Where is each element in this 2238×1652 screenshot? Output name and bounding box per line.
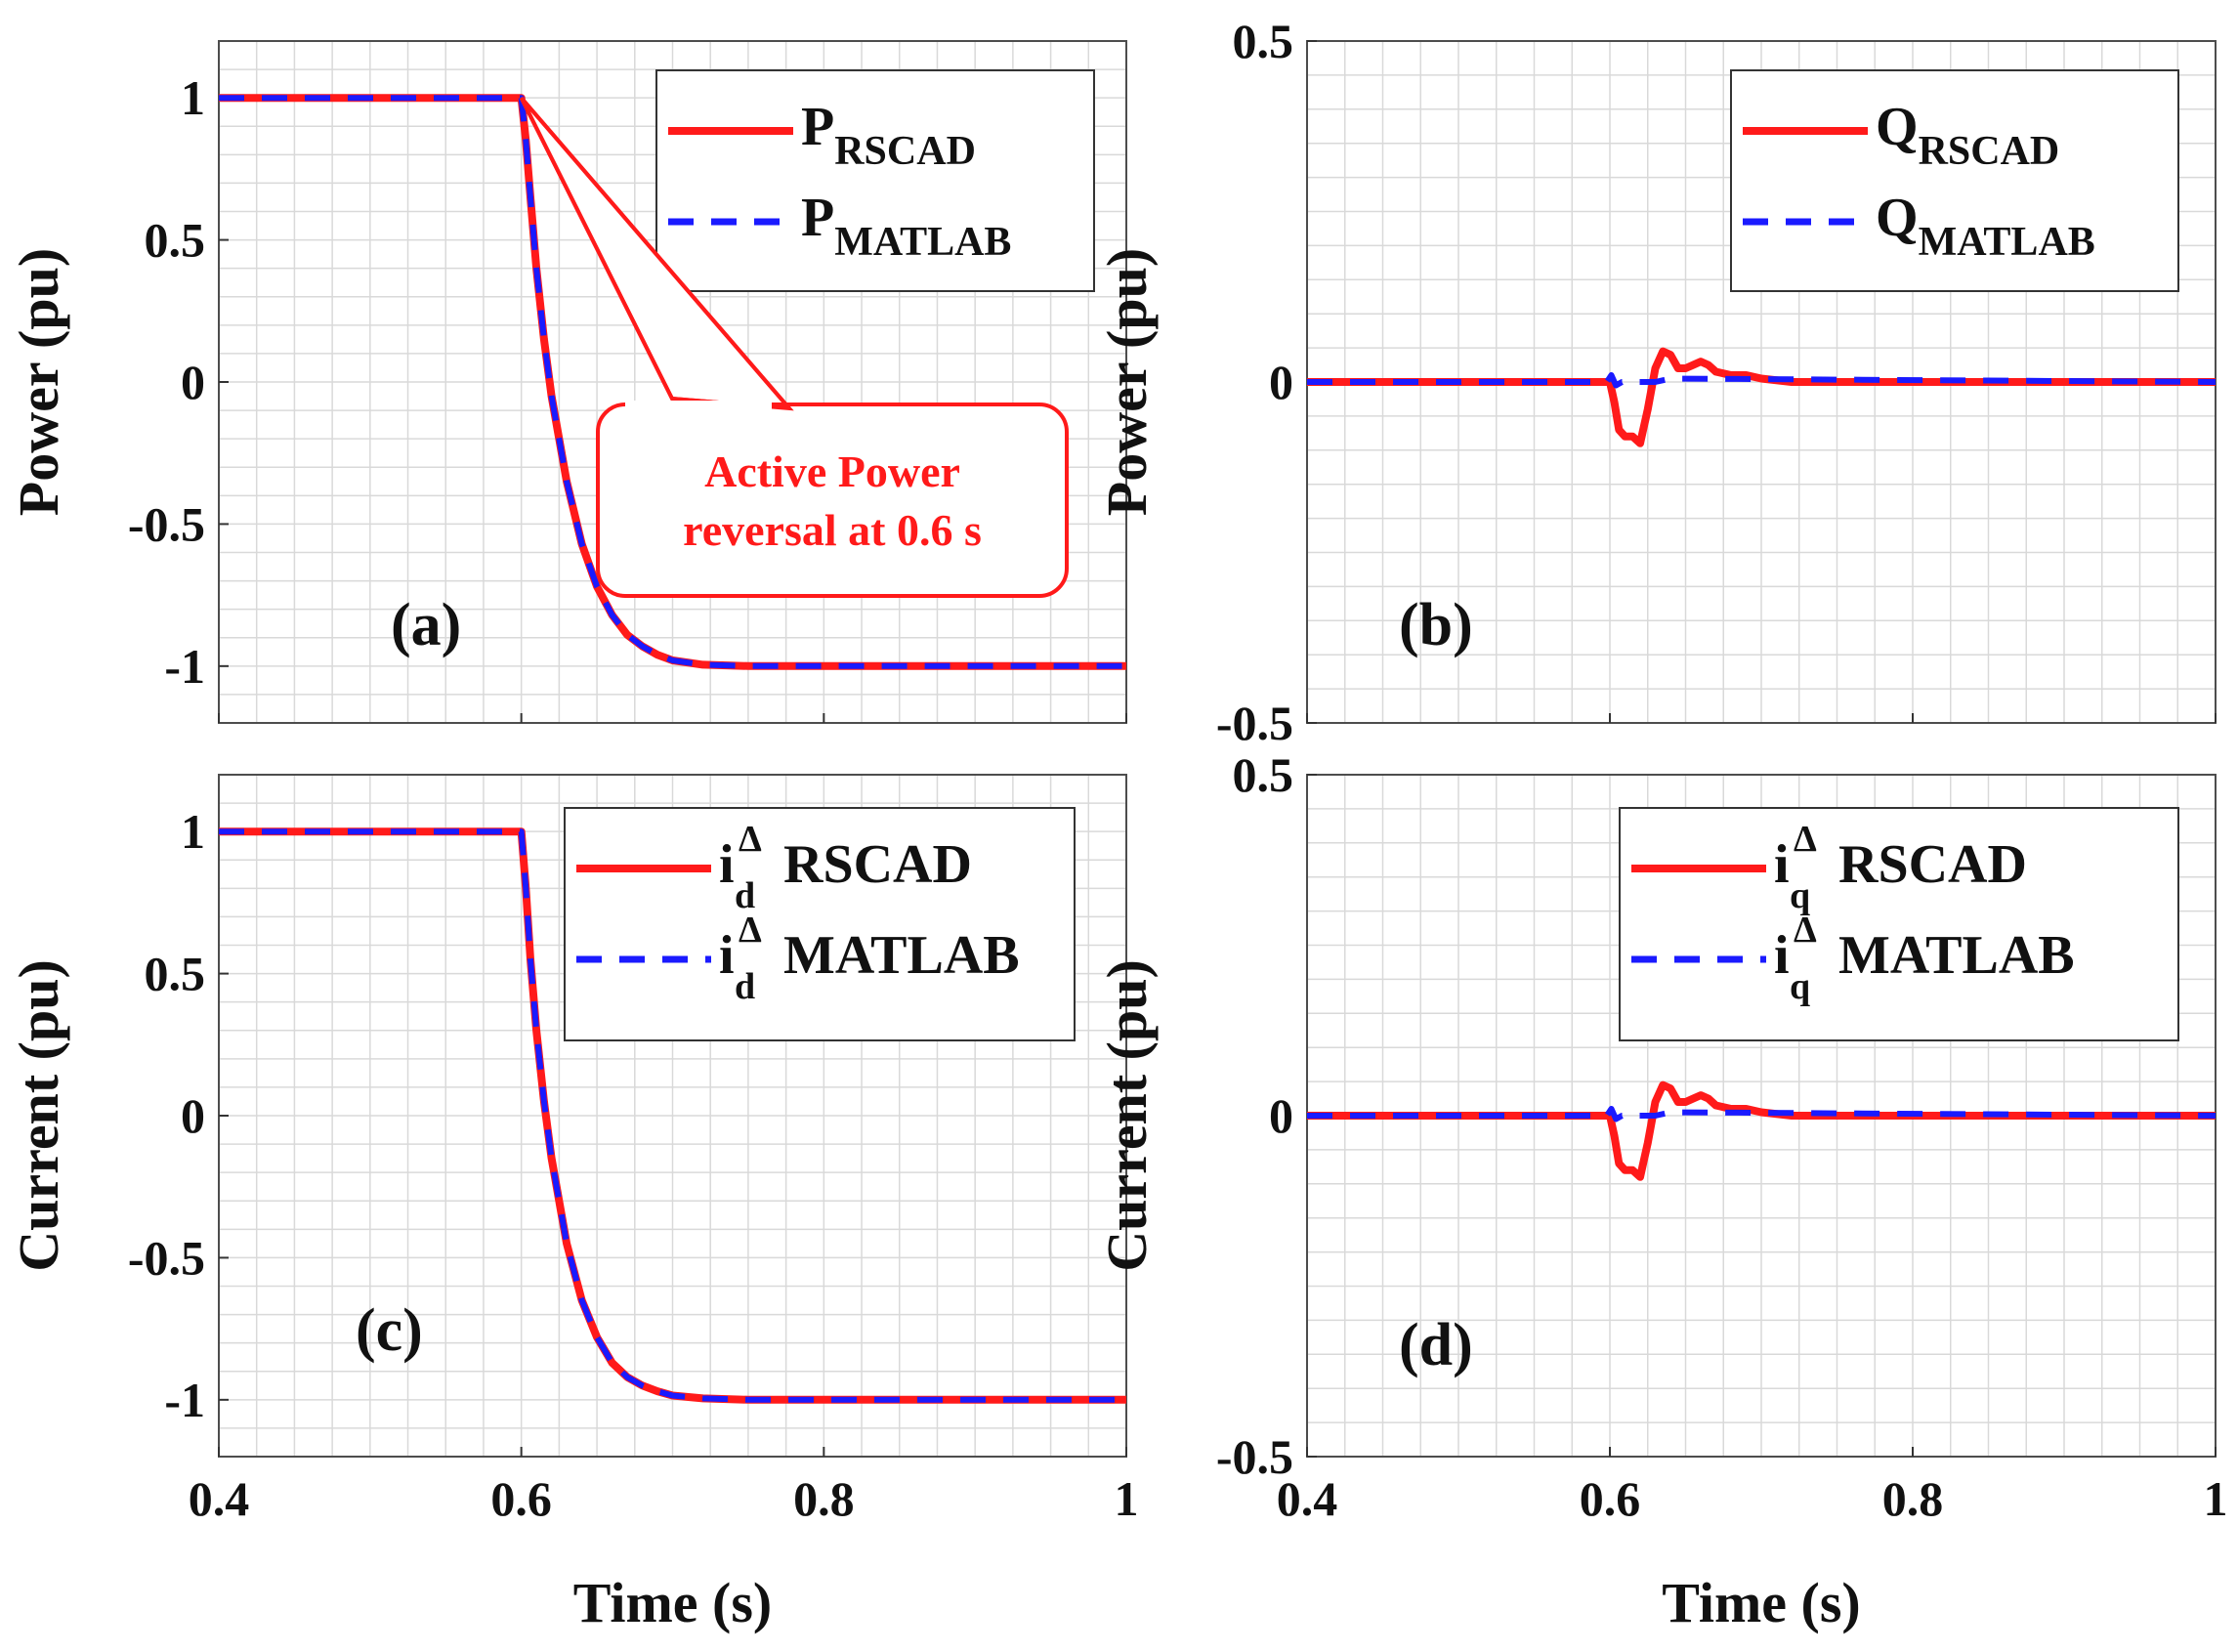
y-tick-label: -0.5	[128, 496, 205, 551]
legend-superscript: Δ	[739, 819, 762, 860]
series-matlab-line	[1307, 1106, 2217, 1123]
y-tick-label: -1	[164, 1373, 205, 1427]
legend-suffix: MATLAB	[1838, 925, 2075, 986]
panel-d: -0.5 0 0.5 0.4 0.6 0.8 1 Current (pu) Time (s) (d…	[1095, 747, 2228, 1634]
y-tick-label: 1	[181, 804, 205, 859]
x-tick-label: 0.6	[490, 1471, 552, 1526]
legend-entry: QRSCAD	[1876, 97, 2059, 174]
y-tick-label: 0	[1269, 1088, 1293, 1143]
series-matlab-line	[219, 828, 1126, 1403]
y-tick-label: -0.5	[1216, 696, 1293, 750]
legend-superscript: Δ	[1794, 910, 1817, 951]
legend-symbol: i	[719, 834, 735, 895]
y-tick-label: 0.5	[1233, 747, 1294, 802]
x-axis-label: Time (s)	[1662, 1571, 1861, 1634]
legend-symbol: Q	[1876, 97, 1919, 157]
y-tick-label: 0	[181, 355, 205, 409]
x-tick-label: 0.8	[793, 1471, 855, 1526]
legend-box	[655, 69, 1095, 292]
annotation-join	[625, 401, 772, 410]
legend-symbol: P	[801, 97, 834, 157]
legend-symbol: i	[719, 925, 735, 986]
y-tick-label: 0	[181, 1088, 205, 1143]
y-axis-label: Current (pu)	[1095, 959, 1159, 1272]
y-tick-label: -0.5	[128, 1230, 205, 1285]
legend-suffix: MATLAB	[783, 925, 1020, 986]
legend-box	[1619, 807, 2179, 1041]
x-tick-label: 0.8	[1882, 1471, 1944, 1526]
y-axis-label: Current (pu)	[7, 959, 70, 1272]
y-tick-label: 1	[181, 70, 205, 125]
legend-symbol: Q	[1876, 188, 1919, 248]
annotation-text-line1: Active Power	[704, 446, 960, 496]
legend-subscript: MATLAB	[1919, 220, 2095, 265]
annotation-callout: Active Power reversal at 0.6 s	[519, 96, 1069, 598]
series-rscad-line	[1307, 1080, 2216, 1181]
annotation-box	[596, 402, 1069, 598]
y-tick-label: -0.5	[1216, 1429, 1293, 1484]
legend-subscript: RSCAD	[834, 129, 976, 174]
legend-subscript: d	[735, 875, 755, 916]
legend-symbol: P	[801, 188, 834, 248]
legend-subscript: q	[1790, 966, 1810, 1007]
legend-superscript: Δ	[739, 910, 762, 951]
legend-suffix: RSCAD	[783, 834, 972, 895]
legend-box	[564, 807, 1076, 1041]
x-axis-label: Time (s)	[573, 1571, 773, 1634]
y-axis-label: Power (pu)	[7, 248, 70, 516]
legend-entry: PRSCAD	[801, 97, 976, 174]
legend-entry: PMATLAB	[801, 188, 1011, 265]
legend-subscript: MATLAB	[834, 220, 1011, 265]
y-tick-label: 0.5	[145, 947, 206, 1001]
x-tick-label: 1	[1115, 1471, 1139, 1526]
y-tick-label: 0	[1269, 355, 1293, 409]
x-tick-label: 0.4	[1277, 1471, 1338, 1526]
panel-label: (d)	[1399, 1312, 1473, 1378]
panel-label: (a)	[391, 592, 461, 658]
x-tick-label: 1	[2204, 1471, 2228, 1526]
annotation-text-line2: reversal at 0.6 s	[683, 505, 982, 555]
series-rscad-line	[1307, 347, 2216, 447]
series-matlab-line	[219, 95, 1126, 669]
legend-entry: QMATLAB	[1876, 188, 2095, 265]
legend-symbol: i	[1774, 834, 1790, 895]
y-tick-label: 0.5	[1233, 14, 1294, 68]
legend-subscript: q	[1790, 875, 1810, 916]
legend-box	[1730, 69, 2179, 292]
series-matlab-line	[1307, 372, 2217, 389]
panel-label: (c)	[356, 1297, 423, 1364]
y-tick-label: 0.5	[145, 213, 206, 268]
x-tick-label: 0.4	[189, 1471, 250, 1526]
y-axis-label: Power (pu)	[1095, 248, 1159, 516]
legend-superscript: Δ	[1794, 819, 1817, 860]
legend-suffix: RSCAD	[1838, 834, 2027, 895]
legend-subscript: RSCAD	[1919, 129, 2060, 174]
x-tick-label: 0.6	[1580, 1471, 1641, 1526]
panel-c: -1 -0.5 0 0.5 1 0.4 0.6 0.8 1 Current (pu) Time (s…	[7, 774, 1139, 1634]
legend-subscript: d	[735, 966, 755, 1007]
y-tick-label: -1	[164, 639, 205, 694]
legend-symbol: i	[1774, 925, 1790, 986]
panel-label: (b)	[1399, 592, 1473, 658]
